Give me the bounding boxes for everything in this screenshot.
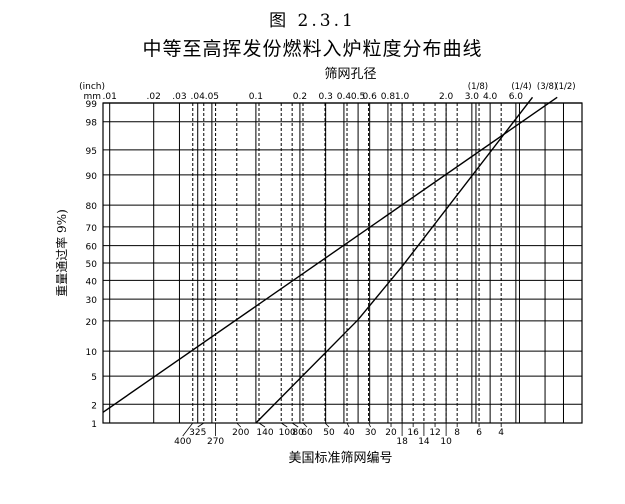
y-tick-label: 80	[86, 202, 98, 212]
bottom-tick-label: 100	[279, 428, 296, 438]
y-tick-label: 60	[86, 243, 98, 253]
bottom-tick-label: 4	[498, 428, 504, 438]
y-tick-label: 30	[86, 296, 98, 306]
y-tick-label: 20	[86, 318, 98, 328]
y-tick-label: 95	[86, 147, 97, 157]
sieve-leader-line	[324, 422, 330, 428]
figure-label: 图 2.3.1	[269, 11, 356, 31]
top-tick-label: 1.0	[395, 92, 410, 102]
bottom-tick-label: 40	[343, 428, 355, 438]
top-tick-label: 0.6	[363, 92, 378, 102]
bottom-tick-label: 8	[454, 428, 460, 438]
top-tick-label: 0.5	[351, 92, 365, 102]
mm-unit-label: mm	[83, 92, 101, 102]
bottom-tick-label: 60	[301, 428, 313, 438]
y-tick-label: 70	[86, 224, 98, 234]
top-tick-label: 0.3	[318, 92, 332, 102]
inch-tick-label: (1/8)	[468, 82, 488, 92]
y-tick-label: 2	[91, 401, 97, 411]
y-tick-label: 40	[86, 277, 98, 287]
series-line-1	[102, 96, 558, 413]
bottom-tick-label: 50	[323, 428, 335, 438]
sieve-leader-line	[236, 422, 242, 428]
y-tick-label: 5	[91, 373, 97, 383]
sieve-leader-line	[182, 422, 194, 437]
top-tick-label: 2.0	[439, 92, 454, 102]
inch-tick-label: (1/4)	[511, 82, 531, 92]
top-tick-label: 0.8	[381, 92, 396, 102]
sieve-leader-line	[197, 422, 204, 428]
series-line-2	[255, 96, 534, 424]
bottom-tick-label: 18	[396, 437, 408, 447]
sieve-leader-line	[280, 422, 288, 428]
bottom-tick-label: 400	[174, 437, 191, 447]
top-tick-label: .02	[147, 92, 161, 102]
bottom-tick-label: 270	[207, 437, 224, 447]
top-tick-label: 0.2	[293, 92, 307, 102]
chart-title: 中等至高挥发份燃料入炉粒度分布曲线	[142, 38, 483, 60]
top-tick-label: .04	[191, 92, 206, 102]
top-tick-label: .05	[205, 92, 219, 102]
top-tick-label: 6.0	[509, 92, 524, 102]
top-axis-title: 筛网孔径	[324, 67, 376, 82]
sieve-leader-line	[346, 422, 350, 428]
sieve-leader-line	[258, 422, 266, 428]
y-tick-label: 90	[86, 172, 98, 182]
inch-tick-label: (3/8)	[537, 82, 557, 92]
y-axis-title: 重量通过率 9%)	[54, 209, 69, 297]
bottom-tick-label: 200	[232, 428, 249, 438]
bottom-tick-label: 16	[407, 428, 419, 438]
bottom-tick-label: 30	[365, 428, 377, 438]
sieve-leader-line	[368, 422, 371, 428]
top-tick-label: 0.1	[249, 92, 263, 102]
inch-tick-label: (1/2)	[555, 82, 575, 92]
bottom-tick-label: 140	[256, 428, 273, 438]
y-tick-label: 10	[86, 348, 98, 358]
bottom-tick-label: 14	[418, 437, 430, 447]
sieve-leader-line	[291, 422, 299, 428]
series-layer	[102, 96, 558, 424]
inch-unit-label: (inch)	[79, 82, 105, 92]
top-tick-label: .01	[103, 92, 117, 102]
bottom-axis-title: 美国标准筛网编号	[288, 451, 392, 466]
bottom-tick-label: 20	[385, 428, 397, 438]
bottom-tick-label: 10	[440, 437, 452, 447]
bottom-tick-label: 325	[189, 428, 206, 438]
sieve-leader-line	[302, 422, 308, 428]
plot-frame	[102, 102, 583, 424]
y-tick-label: 99	[86, 100, 98, 110]
y-tick-label: 98	[86, 119, 98, 129]
label-layer: 125102030405060708090959899.01.02.03.04.…	[54, 67, 576, 466]
top-tick-label: .03	[172, 92, 186, 102]
y-tick-label: 1	[91, 420, 97, 430]
top-tick-label: 3.0	[465, 92, 480, 102]
bottom-tick-label: 6	[476, 428, 482, 438]
grid-layer	[103, 103, 582, 423]
y-tick-label: 50	[86, 260, 98, 270]
top-tick-label: 4.0	[483, 92, 498, 102]
bottom-tick-label: 12	[429, 428, 440, 438]
top-tick-label: 0.4	[337, 92, 352, 102]
bottom-tick-label: 80	[292, 428, 304, 438]
